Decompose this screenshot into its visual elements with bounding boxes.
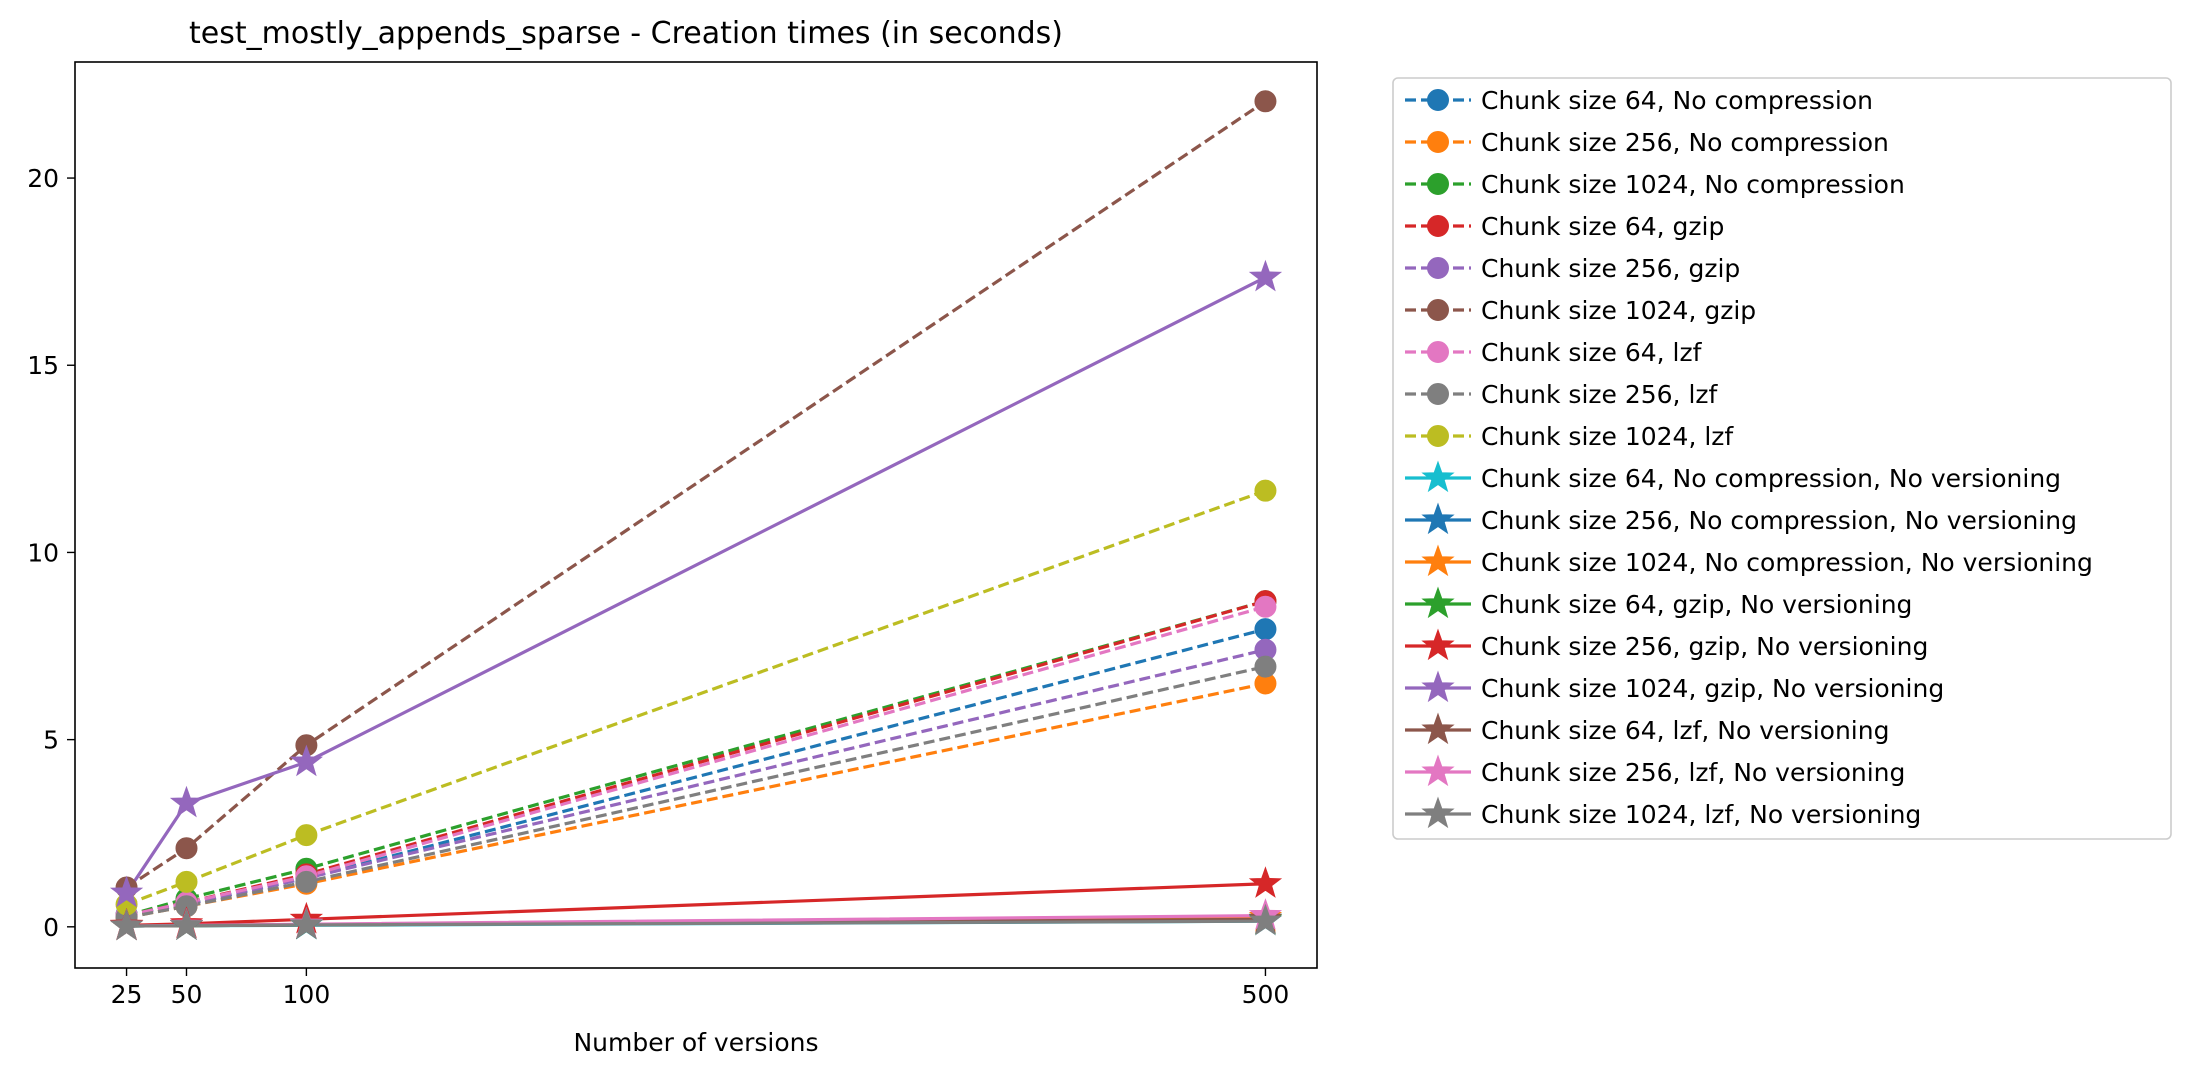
legend-label: Chunk size 64, No compression, No versio… (1481, 464, 2061, 493)
y-tick-label: 10 (27, 538, 59, 567)
legend-marker (1421, 796, 1455, 829)
series-7-point (1254, 595, 1277, 618)
legend-label: Chunk size 1024, lzf (1481, 422, 1734, 451)
y-tick-label: 20 (27, 164, 59, 193)
series-line-18 (126, 919, 1266, 928)
x-axis-label: Number of versions (573, 1028, 818, 1057)
legend-marker (1427, 215, 1449, 237)
series-15-point (289, 744, 324, 777)
legend-label: Chunk size 1024, No compression, No vers… (1481, 548, 2093, 577)
legend-label: Chunk size 64, No compression (1481, 86, 1873, 115)
y-tick-label: 15 (27, 351, 59, 380)
series-line-6 (125, 99, 1267, 889)
legend-label: Chunk size 256, gzip (1481, 254, 1740, 283)
legend-marker (1421, 544, 1455, 577)
legend-label: Chunk size 256, No compression (1481, 128, 1889, 157)
legend-marker (1421, 754, 1455, 787)
legend-box (1392, 77, 2172, 840)
legend-marker (1421, 670, 1455, 703)
legend-marker (1421, 460, 1455, 493)
series-8-point (295, 870, 318, 893)
legend-marker (1427, 173, 1449, 195)
legend-marker (1427, 299, 1449, 321)
series-9-point (1254, 479, 1277, 502)
series-line-15 (125, 275, 1267, 895)
series-18-point (169, 908, 204, 940)
series-18-point (109, 908, 144, 941)
legend-label: Chunk size 1024, gzip (1481, 296, 1756, 325)
legend-label: Chunk size 64, lzf, No versioning (1481, 716, 1889, 745)
series-9-point (295, 824, 318, 847)
legend-marker (1427, 341, 1449, 363)
series-15-point (1248, 259, 1283, 292)
series-line-9 (125, 489, 1266, 906)
legend-label: Chunk size 256, gzip, No versioning (1481, 632, 1928, 661)
series-18-point (289, 907, 324, 940)
x-tick-label: 25 (111, 980, 143, 1009)
legend-marker (1421, 628, 1455, 661)
x-tick-label: 500 (1242, 980, 1290, 1009)
series-9-point (175, 870, 198, 893)
axes-frame (74, 61, 1318, 969)
legend: Chunk size 64, No compression Chunk size … (1392, 77, 2172, 840)
y-tick-label: 5 (43, 726, 59, 755)
legend-marker (1427, 425, 1449, 447)
legend-label: Chunk size 1024, lzf, No versioning (1481, 800, 1921, 829)
legend-marker (1421, 502, 1455, 535)
legend-label: Chunk size 64, gzip (1481, 212, 1724, 241)
y-tick-label: 0 (43, 913, 59, 942)
series-15-point (169, 785, 204, 818)
legend-marker (1427, 257, 1449, 279)
series-1-point (1254, 618, 1277, 641)
legend-label: Chunk size 1024, No compression (1481, 170, 1905, 199)
legend-marker (1427, 89, 1449, 111)
x-tick-label: 50 (171, 980, 203, 1009)
series-line-8 (126, 665, 1266, 920)
legend-marker (1427, 383, 1449, 405)
legend-marker (1421, 712, 1455, 745)
legend-label: Chunk size 64, gzip, No versioning (1481, 590, 1912, 619)
series-line-7 (126, 605, 1266, 918)
chart-title: test_mostly_appends_sparse - Creation ti… (189, 16, 1063, 51)
x-tick-label: 100 (283, 980, 331, 1009)
series-6-point (175, 837, 198, 860)
series-line-5 (126, 648, 1266, 918)
legend-marker (1421, 586, 1455, 619)
series-18-point (1248, 903, 1283, 936)
legend-label: Chunk size 64, lzf (1481, 338, 1703, 367)
series-14-point (1248, 866, 1283, 898)
series-15-point (109, 875, 144, 908)
legend-label: Chunk size 256, No compression, No versi… (1481, 506, 2077, 535)
series-6-point (1254, 90, 1277, 113)
plot-area: 25 50 100 500 0 5 10 15 20 (27, 61, 1318, 1009)
legend-label: Chunk size 256, lzf, No versioning (1481, 758, 1905, 787)
legend-label: Chunk size 1024, gzip, No versioning (1481, 674, 1944, 703)
series-8-point (1254, 655, 1277, 678)
legend-marker (1427, 131, 1449, 153)
legend-label: Chunk size 256, lzf (1481, 380, 1719, 409)
